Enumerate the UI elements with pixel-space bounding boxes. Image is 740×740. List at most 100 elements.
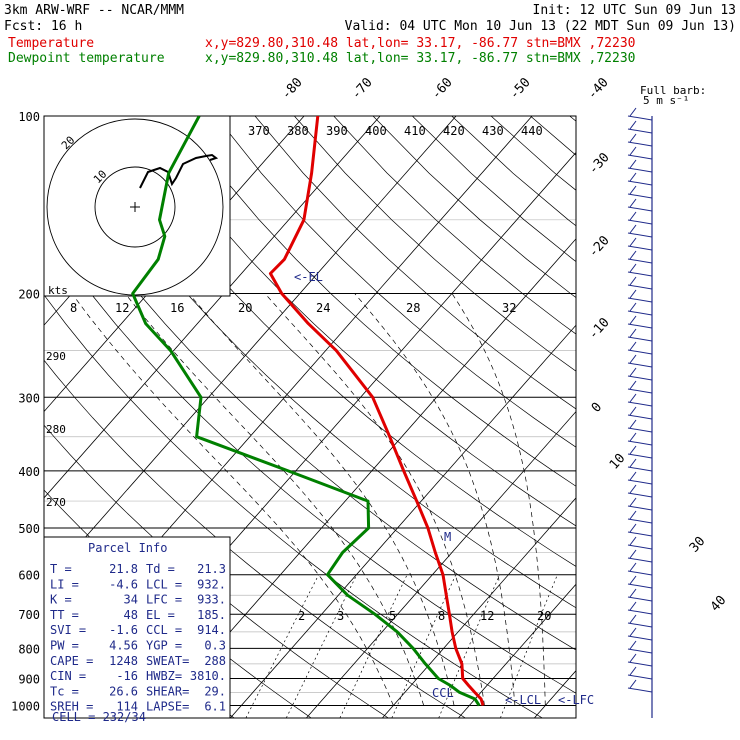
pressure-label: 600 xyxy=(18,569,40,583)
parcel-key: CCL = xyxy=(146,623,182,637)
plot-frame xyxy=(43,115,577,719)
forecast-hour: Fcst: 16 h xyxy=(4,19,82,34)
wind-barb-flag xyxy=(629,328,637,338)
isotherm-line xyxy=(230,324,576,718)
parcel-key: LI = xyxy=(50,577,79,591)
isotherm-label: 10 xyxy=(607,451,629,473)
wind-barb xyxy=(627,388,653,394)
wind-barb xyxy=(627,154,653,160)
parcel-value: -1.6 xyxy=(109,623,138,637)
mixing-ratio-label: 5 xyxy=(389,609,396,623)
wind-barb-flag xyxy=(629,666,637,676)
isotherm-label: -60 xyxy=(429,75,456,102)
wind-barb-flag xyxy=(629,133,637,143)
wind-barb-flag xyxy=(629,419,637,429)
pressure-label: 1000 xyxy=(11,700,40,714)
mixing-ratio-label: 2 xyxy=(298,609,305,623)
dry-adiabat xyxy=(136,116,576,527)
wind-barb-flag xyxy=(629,146,637,156)
wind-barb xyxy=(627,674,653,680)
isotherm-line xyxy=(44,116,457,585)
isotherm-line xyxy=(154,238,576,718)
wind-barb-flag xyxy=(629,250,637,260)
wind-barb-flag xyxy=(629,627,637,637)
wind-barb-flag xyxy=(629,276,637,286)
parcel-key: T = xyxy=(50,562,72,576)
wind-barb-flag xyxy=(629,523,637,533)
mixing-ratio-line xyxy=(285,574,358,718)
parcel-value: 914. xyxy=(197,623,226,637)
wind-barb-flag xyxy=(629,406,637,416)
hodograph-axis-label: 24 xyxy=(316,301,330,315)
pressure-label: 200 xyxy=(18,287,40,301)
wind-barb xyxy=(627,284,653,290)
wind-barb-flag xyxy=(629,458,637,468)
wind-barb xyxy=(627,466,653,472)
hodograph-ring xyxy=(46,118,224,296)
wind-barb xyxy=(627,297,653,303)
pressure-label: 100 xyxy=(18,110,40,124)
mixing-ratio-label: 3 xyxy=(337,609,344,623)
hodograph-axis-label: 28 xyxy=(406,301,420,315)
wind-barb xyxy=(627,544,653,550)
wind-barbs xyxy=(627,107,653,718)
pressure-label: 800 xyxy=(18,642,40,656)
moist-adiabat xyxy=(71,293,394,706)
mixing-ratio-label: 8 xyxy=(438,609,445,623)
theta-e-label: 440 xyxy=(521,124,543,138)
wind-barb xyxy=(627,609,653,615)
wind-barb-flag xyxy=(629,653,637,663)
legend-dewpoint: Dewpoint temperature xyxy=(8,51,165,66)
wind-barb xyxy=(627,180,653,186)
wind-barb-flag xyxy=(629,510,637,520)
parcel-key: Tc = xyxy=(50,684,79,698)
wind-barb-flag xyxy=(629,380,637,390)
moist-adiabat xyxy=(124,293,425,706)
wind-barb xyxy=(627,479,653,485)
wind-barb-flag xyxy=(629,302,637,312)
theta-e-label: 370 xyxy=(248,124,270,138)
wind-barb xyxy=(627,128,653,134)
moist-adiabat xyxy=(264,293,485,706)
wind-barb xyxy=(627,661,653,667)
dry-adiabat xyxy=(530,116,576,156)
parcel-value: 0.3 xyxy=(204,639,226,653)
mixing-ratio-line xyxy=(245,574,320,718)
wind-barb xyxy=(627,583,653,589)
parcel-key: Td = xyxy=(146,562,175,576)
parcel-key: HWBZ= xyxy=(146,669,182,683)
theta-e-label: 430 xyxy=(482,124,504,138)
dry-adiabat xyxy=(372,116,576,298)
dry-adiabat-label: 280 xyxy=(46,423,66,436)
legend-temperature: Temperature xyxy=(8,36,94,51)
wind-barb-flag xyxy=(629,341,637,351)
isotherm-label: -10 xyxy=(586,315,613,342)
parcel-key: LCL = xyxy=(146,577,182,591)
parcel-value: 185. xyxy=(197,608,226,622)
parcel-info-rows: T = 21.8 Td = 21.3 LI = -4.6 LCL = 932. K = 34 LFC… xyxy=(50,562,226,714)
parcel-value: 34 xyxy=(124,593,138,607)
pressure-label: 500 xyxy=(18,522,40,536)
wind-barb-flag xyxy=(629,562,637,572)
parcel-key: YGP = xyxy=(146,639,182,653)
dewpoint-profile xyxy=(131,116,481,707)
isotherm-label: -50 xyxy=(507,75,534,102)
theta-e-label: 410 xyxy=(404,124,426,138)
wind-barb xyxy=(627,440,653,446)
wind-barb-flag xyxy=(629,159,637,169)
wind-barb-flag xyxy=(629,640,637,650)
moist-adiabat xyxy=(451,293,546,706)
wind-barb-flag xyxy=(629,471,637,481)
dry-adiabat xyxy=(44,294,543,718)
legend-temperature-info: x,y=829.80,310.48 lat,lon= 33.17, -86.77… xyxy=(205,36,635,51)
wind-barb-flag xyxy=(629,289,637,299)
parcel-value: 48 xyxy=(124,608,138,622)
dry-adiabat xyxy=(176,116,576,487)
parcel-key: LFC = xyxy=(146,593,182,607)
pressure-label: 300 xyxy=(18,391,40,405)
wind-barb-flag xyxy=(629,549,637,559)
parcel-value: -16 xyxy=(116,669,138,683)
wind-barb xyxy=(627,635,653,641)
hodograph-axis-label: 32 xyxy=(502,301,516,315)
wind-barb xyxy=(627,193,653,199)
